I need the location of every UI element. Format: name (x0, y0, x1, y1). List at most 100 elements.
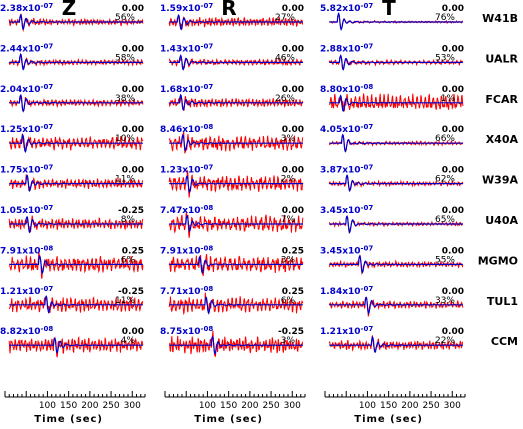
synthetic-trace-Z-MGMO (9, 254, 143, 275)
amplitude-label-R-CCM: 8.75x10-08 (160, 325, 213, 337)
tick-label-Z-100: 100 (39, 401, 56, 411)
variance-reduction-T-MGMO: 55% (435, 255, 455, 265)
tick-label-T-300: 300 (444, 401, 461, 411)
component-title-Z: Z (62, 0, 77, 20)
variance-reduction-R-W41B: 27% (275, 13, 295, 23)
synthetic-trace-Z-X40A (9, 133, 143, 153)
synthetic-trace-T-UALR (329, 54, 463, 71)
variance-reduction-Z-TUL1: 11% (115, 296, 135, 306)
amplitude-label-R-FCAR: 1.68x10-07 (160, 83, 213, 95)
variance-reduction-Z-W41B: 56% (115, 13, 135, 23)
tick-label-T-100: 100 (359, 401, 376, 411)
amplitude-label-T-MGMO: 3.45x10-07 (320, 244, 373, 256)
variance-reduction-R-UALR: 46% (275, 53, 295, 63)
synthetic-trace-R-UALR (169, 54, 303, 71)
time-shift-T-X40A: 0.00 (442, 125, 464, 135)
tick-label-T-250: 250 (422, 401, 439, 411)
synthetic-trace-Z-UALR (9, 52, 143, 71)
synthetic-trace-R-FCAR (169, 93, 303, 111)
observed-trace-R-U40A (168, 212, 304, 238)
tick-label-Z-200: 200 (81, 401, 98, 411)
amplitude-label-R-W41B: 1.59x10-07 (160, 2, 213, 14)
tick-label-T-200: 200 (401, 401, 418, 411)
time-shift-R-UALR: 0.00 (282, 44, 304, 54)
amplitude-label-T-U40A: 3.45x10-07 (320, 204, 373, 216)
synthetic-trace-T-U40A (329, 215, 463, 234)
amplitude-label-Z-MGMO: 7.91x10-08 (0, 244, 53, 256)
time-shift-Z-FCAR: 0.00 (122, 85, 144, 95)
time-shift-T-UALR: 0.00 (442, 44, 464, 54)
time-shift-Z-MGMO: 0.25 (122, 246, 144, 256)
time-shift-T-W39A: 0.00 (442, 166, 464, 176)
synthetic-trace-R-MGMO (169, 255, 303, 275)
amplitude-label-Z-CCM: 8.82x10-08 (0, 325, 53, 337)
amplitude-label-R-X40A: 8.46x10-08 (160, 123, 213, 135)
time-shift-R-W39A: 0.00 (282, 166, 304, 176)
time-shift-T-MGMO: 0.00 (442, 246, 464, 256)
amplitude-label-T-FCAR: 8.80x10-08 (320, 83, 373, 95)
synthetic-trace-T-TUL1 (329, 296, 463, 315)
synthetic-trace-T-FCAR (329, 94, 463, 113)
synthetic-trace-Z-TUL1 (9, 295, 143, 314)
time-shift-R-U40A: 0.00 (282, 206, 304, 216)
component-title-T: T (382, 0, 396, 20)
synthetic-trace-R-W41B (169, 14, 303, 31)
amplitude-label-T-W41B: 5.82x10-07 (320, 2, 373, 14)
amplitude-label-Z-UALR: 2.44x10-07 (0, 42, 53, 54)
amplitude-label-R-W39A: 1.23x10-07 (160, 164, 213, 176)
time-shift-R-W41B: 0.00 (282, 4, 304, 14)
variance-reduction-R-MGMO: 3% (281, 255, 296, 265)
amplitude-label-Z-W39A: 1.75x10-07 (0, 164, 53, 176)
variance-reduction-R-FCAR: 26% (275, 94, 295, 104)
synthetic-trace-R-CCM (169, 335, 303, 355)
observed-trace-R-UALR (168, 57, 304, 69)
station-label-W39A: W39A (482, 174, 518, 187)
tick-label-T-150: 150 (380, 401, 397, 411)
variance-reduction-T-CCM: 22% (435, 336, 455, 346)
amplitude-label-T-W39A: 3.87x10-07 (320, 164, 373, 176)
x-axis-label-T: Time (sec) (354, 414, 423, 425)
x-axis-label-R: Time (sec) (194, 414, 263, 425)
time-shift-R-FCAR: 0.00 (282, 85, 304, 95)
tick-label-Z-250: 250 (102, 401, 119, 411)
synthetic-trace-Z-FCAR (9, 94, 143, 113)
amplitude-label-R-TUL1: 7.71x10-08 (160, 285, 213, 297)
synthetic-trace-T-MGMO (329, 254, 463, 274)
observed-trace-R-W39A (168, 170, 304, 198)
tick-label-R-150: 150 (220, 401, 237, 411)
x-axis-label-Z: Time (sec) (34, 414, 103, 425)
synthetic-trace-T-W41B (329, 12, 463, 31)
time-shift-Z-CCM: 0.00 (122, 327, 144, 337)
synthetic-trace-Z-W41B (9, 13, 143, 31)
time-shift-R-TUL1: 0.25 (282, 287, 304, 297)
tick-label-R-200: 200 (241, 401, 258, 411)
variance-reduction-Z-X40A: 10% (115, 134, 135, 144)
amplitude-label-R-MGMO: 7.91x10-08 (160, 244, 213, 256)
variance-reduction-Z-MGMO: 6% (121, 255, 136, 265)
time-shift-T-TUL1: 0.00 (442, 287, 464, 297)
synthetic-trace-T-W39A (329, 174, 463, 193)
time-shift-R-MGMO: 0.25 (282, 246, 304, 256)
observed-trace-Z-TUL1 (8, 296, 144, 313)
time-shift-R-X40A: 0.00 (282, 125, 304, 135)
variance-reduction-Z-U40A: 8% (121, 215, 136, 225)
variance-reduction-R-TUL1: 6% (281, 296, 296, 306)
time-shift-T-FCAR: 0.00 (442, 85, 464, 95)
variance-reduction-Z-FCAR: 38% (115, 94, 135, 104)
variance-reduction-Z-W39A: 11% (115, 175, 135, 185)
variance-reduction-R-CCM: 3% (281, 336, 296, 346)
amplitude-label-Z-TUL1: 1.21x10-07 (0, 285, 53, 297)
time-shift-Z-TUL1: -0.25 (118, 287, 144, 297)
observed-trace-T-FCAR (329, 93, 464, 113)
synthetic-trace-R-TUL1 (169, 296, 303, 315)
time-shift-Z-UALR: 0.00 (122, 44, 144, 54)
variance-reduction-Z-UALR: 58% (115, 53, 135, 63)
synthetic-trace-R-X40A (169, 133, 303, 152)
variance-reduction-T-W41B: 76% (435, 13, 455, 23)
time-shift-Z-W39A: 0.00 (122, 166, 144, 176)
observed-trace-R-FCAR (168, 95, 304, 111)
tick-label-Z-150: 150 (60, 401, 77, 411)
station-label-FCAR: FCAR (485, 93, 518, 106)
observed-trace-R-W41B (168, 15, 304, 30)
